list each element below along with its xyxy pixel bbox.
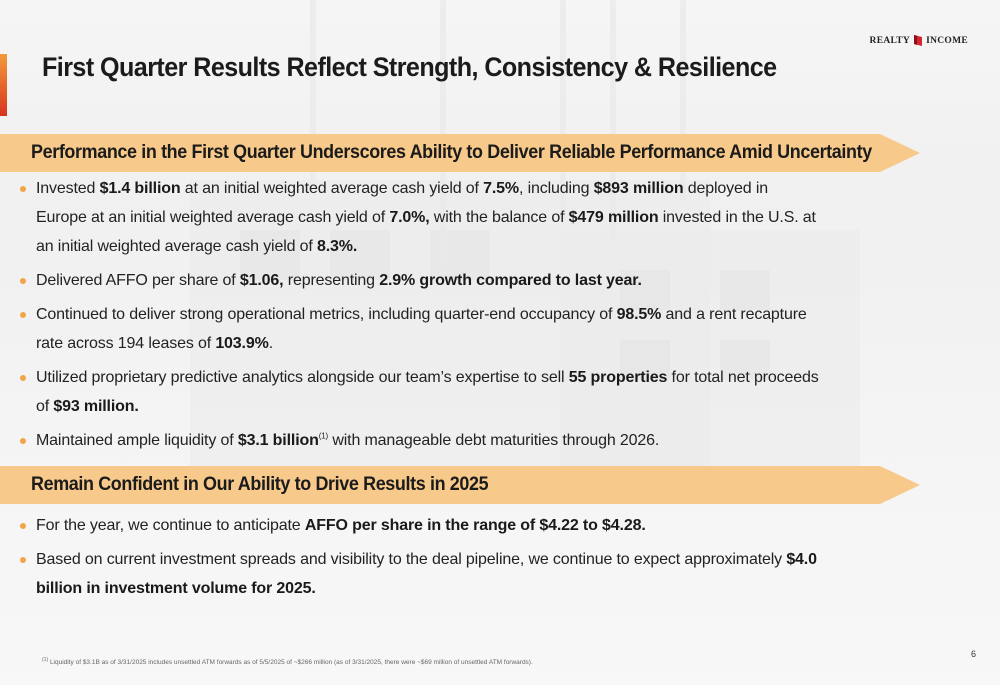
- list-item: For the year, we continue to anticipate …: [20, 511, 820, 540]
- bullet-dot-icon: [20, 557, 26, 563]
- company-logo: REALTY INCOME: [870, 34, 968, 47]
- page-number: 6: [970, 649, 976, 659]
- footnote: (1) Liquidity of $3.1B as of 3/31/2025 i…: [42, 656, 533, 666]
- bullet-dot-icon: [20, 278, 26, 284]
- list-item: Delivered AFFO per share of $1.06, repre…: [20, 266, 820, 295]
- bullet-dot-icon: [20, 375, 26, 381]
- title-accent-bar: [0, 54, 7, 116]
- section-banner-performance: Performance in the First Quarter Undersc…: [0, 134, 920, 172]
- list-item: Invested $1.4 billion at an initial weig…: [20, 174, 820, 261]
- bullet-dot-icon: [20, 523, 26, 529]
- logo-text-right: INCOME: [926, 35, 968, 46]
- list-item: Based on current investment spreads and …: [20, 545, 820, 603]
- section-heading: Performance in the First Quarter Undersc…: [31, 141, 872, 163]
- list-item: Continued to deliver strong operational …: [20, 300, 820, 358]
- logo-text-left: REALTY: [869, 35, 911, 46]
- page-title: First Quarter Results Reflect Strength, …: [42, 52, 777, 82]
- bullet-dot-icon: [20, 186, 26, 192]
- list-item: Maintained ample liquidity of $3.1 billi…: [20, 426, 820, 455]
- footnote-ref: (1): [318, 431, 329, 441]
- performance-bullet-list: Invested $1.4 billion at an initial weig…: [20, 174, 820, 460]
- bullet-dot-icon: [20, 438, 26, 444]
- list-item: Utilized proprietary predictive analytic…: [20, 363, 820, 421]
- logo-mark-icon: [913, 34, 923, 47]
- section-banner-outlook: Remain Confident in Our Ability to Drive…: [0, 466, 920, 504]
- outlook-bullet-list: For the year, we continue to anticipate …: [20, 511, 820, 608]
- bullet-dot-icon: [20, 312, 26, 318]
- section-heading: Remain Confident in Our Ability to Drive…: [31, 473, 489, 495]
